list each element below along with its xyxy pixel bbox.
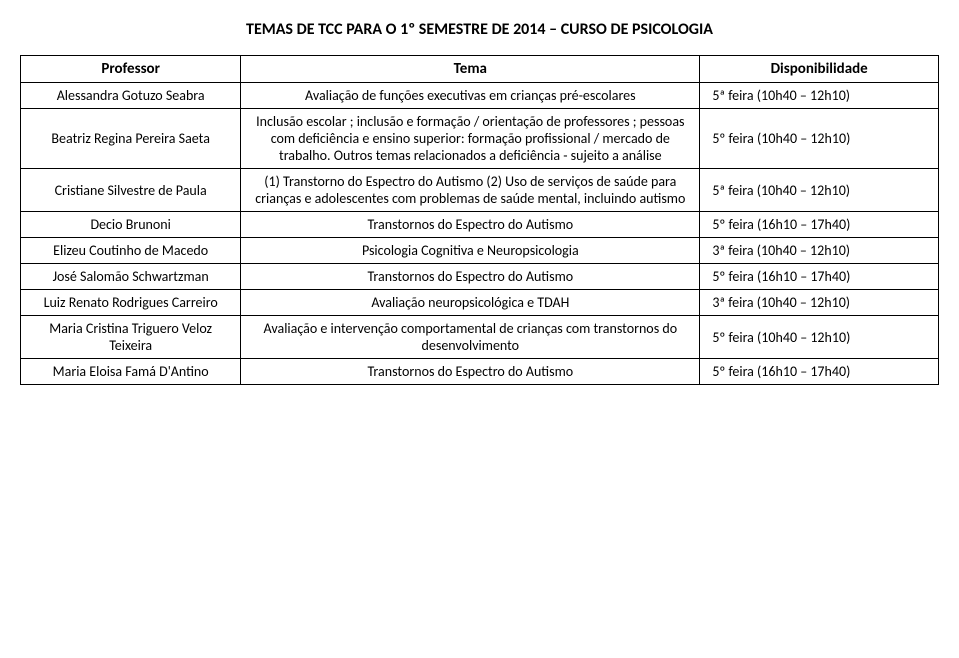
table-row: José Salomão Schwartzman Transtornos do …	[21, 264, 939, 290]
col-header-professor: Professor	[21, 56, 241, 83]
cell-professor: Luiz Renato Rodrigues Carreiro	[21, 290, 241, 316]
table-row: Maria Cristina Triguero Veloz Teixeira A…	[21, 316, 939, 359]
table-row: Elizeu Coutinho de Macedo Psicologia Cog…	[21, 238, 939, 264]
cell-professor: Beatriz Regina Pereira Saeta	[21, 109, 241, 169]
cell-tema: (1) Transtorno do Espectro do Autismo (2…	[241, 169, 700, 212]
col-header-disponibilidade: Disponibilidade	[700, 56, 939, 83]
cell-professor: Maria Cristina Triguero Veloz Teixeira	[21, 316, 241, 359]
cell-professor: Maria Eloisa Famá D'Antino	[21, 359, 241, 385]
table-row: Beatriz Regina Pereira Saeta Inclusão es…	[21, 109, 939, 169]
cell-disponibilidade: 5º feira (10h40 – 12h10)	[700, 109, 939, 169]
cell-disponibilidade: 5º feira (16h10 – 17h40)	[700, 359, 939, 385]
cell-tema: Inclusão escolar ; inclusão e formação /…	[241, 109, 700, 169]
table-row: Alessandra Gotuzo Seabra Avaliação de fu…	[21, 83, 939, 109]
cell-disponibilidade: 5º feira (10h40 – 12h10)	[700, 316, 939, 359]
cell-disponibilidade: 3ª feira (10h40 – 12h10)	[700, 290, 939, 316]
cell-disponibilidade: 5º feira (16h10 – 17h40)	[700, 264, 939, 290]
cell-tema: Avaliação e intervenção comportamental d…	[241, 316, 700, 359]
cell-professor: Alessandra Gotuzo Seabra	[21, 83, 241, 109]
cell-tema: Avaliação de funções executivas em crian…	[241, 83, 700, 109]
cell-professor: José Salomão Schwartzman	[21, 264, 241, 290]
tcc-table: Professor Tema Disponibilidade Alessandr…	[20, 55, 939, 385]
page-title: TEMAS DE TCC PARA O 1º SEMESTRE DE 2014 …	[20, 20, 939, 39]
cell-tema: Avaliação neuropsicológica e TDAH	[241, 290, 700, 316]
cell-professor: Decio Brunoni	[21, 212, 241, 238]
cell-tema: Transtornos do Espectro do Autismo	[241, 359, 700, 385]
table-row: Cristiane Silvestre de Paula (1) Transto…	[21, 169, 939, 212]
cell-disponibilidade: 5º feira (16h10 – 17h40)	[700, 212, 939, 238]
cell-disponibilidade: 3ª feira (10h40 – 12h10)	[700, 238, 939, 264]
table-row: Decio Brunoni Transtornos do Espectro do…	[21, 212, 939, 238]
col-header-tema: Tema	[241, 56, 700, 83]
table-header-row: Professor Tema Disponibilidade	[21, 56, 939, 83]
cell-tema: Psicologia Cognitiva e Neuropsicologia	[241, 238, 700, 264]
table-row: Luiz Renato Rodrigues Carreiro Avaliação…	[21, 290, 939, 316]
cell-disponibilidade: 5ª feira (10h40 – 12h10)	[700, 169, 939, 212]
cell-tema: Transtornos do Espectro do Autismo	[241, 264, 700, 290]
cell-disponibilidade: 5ª feira (10h40 – 12h10)	[700, 83, 939, 109]
cell-tema: Transtornos do Espectro do Autismo	[241, 212, 700, 238]
cell-professor: Elizeu Coutinho de Macedo	[21, 238, 241, 264]
table-row: Maria Eloisa Famá D'Antino Transtornos d…	[21, 359, 939, 385]
cell-professor: Cristiane Silvestre de Paula	[21, 169, 241, 212]
